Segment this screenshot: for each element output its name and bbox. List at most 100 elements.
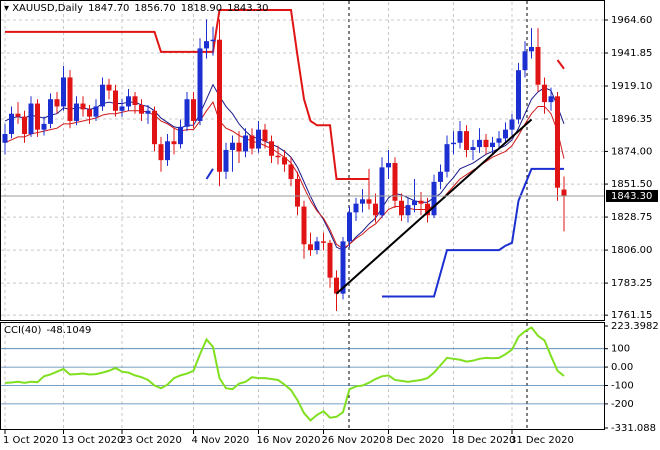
y-tick-label: 0.00 [611, 362, 633, 373]
candle-body [529, 46, 534, 52]
candle-body [230, 142, 235, 150]
candle-body [275, 155, 281, 158]
candle-body [35, 103, 40, 130]
candle-body [282, 157, 287, 165]
x-tick-label: 31 Dec 2020 [510, 435, 574, 446]
candle-body [503, 129, 508, 139]
candle-body [93, 106, 99, 117]
candle-body [184, 99, 190, 127]
candle-body [295, 178, 300, 207]
candle-body [399, 200, 404, 216]
indicator-header: CCI(40) -48.1049 [4, 325, 96, 336]
y-tick-label: 1941.85 [611, 48, 652, 59]
candle-body [379, 167, 385, 216]
y-tick-label: 1783.25 [611, 278, 652, 289]
y-tick-label: 1919.10 [611, 81, 652, 92]
candle-body [340, 241, 346, 294]
candle-body [126, 96, 131, 107]
candle-body [54, 99, 60, 107]
y-tick-label: 1851.50 [611, 179, 652, 190]
candle-body [373, 203, 378, 216]
candle-body [327, 242, 333, 278]
x-tick-label: 16 Nov 2020 [257, 435, 321, 446]
candle-body [334, 277, 339, 294]
y-tick-label: 223.3982 [611, 321, 659, 332]
candle-body [9, 113, 14, 135]
overlay-line [556, 59, 565, 70]
candle-body [236, 142, 242, 152]
candle-body [80, 103, 86, 110]
candle-body [386, 163, 391, 168]
candle-body [431, 181, 437, 216]
last-price-label: 1843.30 [611, 191, 652, 202]
candle-body [490, 142, 495, 148]
candle-body [158, 144, 164, 161]
candle-body [22, 116, 27, 135]
candle-body [249, 135, 255, 149]
candle-body [269, 141, 274, 156]
candle-body [555, 96, 560, 188]
x-tick-label: 13 Oct 2020 [62, 435, 124, 446]
ohlc-value: 1818.90 [180, 3, 223, 14]
candle-body [477, 139, 482, 148]
candle-body [418, 200, 424, 204]
candle-body [509, 119, 515, 130]
candle-body [210, 39, 216, 42]
candle-body [496, 138, 502, 143]
candle-body [197, 48, 203, 121]
candle-body [516, 70, 521, 120]
candle-body [223, 149, 229, 172]
ohlc-value: 1843.30 [227, 3, 269, 14]
candle-body [347, 212, 352, 242]
candle-body [444, 144, 450, 172]
candle-body [87, 109, 92, 117]
candle-body [191, 99, 196, 121]
y-tick-label: 1874.00 [611, 146, 652, 157]
candle-body [457, 131, 463, 143]
candle-body [321, 241, 326, 243]
candle-body [217, 39, 222, 172]
candle-body [61, 77, 66, 107]
candle-body [353, 203, 359, 213]
candle-body [132, 96, 138, 106]
x-tick-label: 4 Nov 2020 [192, 435, 250, 446]
candle-body [256, 129, 261, 149]
y-tick-label: -100 [611, 380, 634, 391]
candle-body [535, 46, 541, 85]
ohlc-value: 1856.70 [134, 3, 176, 14]
candle-body [405, 205, 411, 216]
indicator-title: CCI(40) [4, 325, 42, 336]
x-tick-label: 26 Nov 2020 [322, 435, 386, 446]
candle-body [288, 164, 294, 179]
chart-header: ▾ XAUUSD,Daily 1847.70 1856.70 1818.90 1843.… [4, 3, 269, 14]
candle-body [425, 203, 430, 216]
y-tick-label: 1806.00 [611, 245, 652, 256]
candle-body [301, 206, 307, 245]
overlay-line [205, 168, 214, 180]
candle-body [139, 105, 144, 114]
candle-body [119, 106, 125, 111]
candle-body [243, 135, 248, 152]
candle-body [67, 77, 73, 121]
candle-body [171, 141, 177, 145]
candle-body [366, 199, 372, 204]
y-tick-label: 1761.15 [611, 310, 652, 321]
candle-body [262, 129, 268, 142]
candle-body [438, 171, 443, 182]
candle-body [548, 96, 554, 103]
candle-body [152, 110, 157, 145]
candle-body [74, 103, 79, 121]
candle-body [2, 134, 8, 143]
indicator-pane-frame [0, 322, 605, 430]
y-tick-label: -200 [611, 399, 634, 410]
y-tick-label: 1828.75 [611, 212, 652, 223]
x-tick-label: 1 Oct 2020 [3, 435, 58, 446]
candle-body [464, 131, 469, 150]
candle-body [48, 99, 53, 124]
last-price-box [606, 189, 658, 202]
x-tick-label: 8 Dec 2020 [387, 435, 445, 446]
candle-body [360, 199, 365, 204]
candle-body [483, 139, 489, 148]
